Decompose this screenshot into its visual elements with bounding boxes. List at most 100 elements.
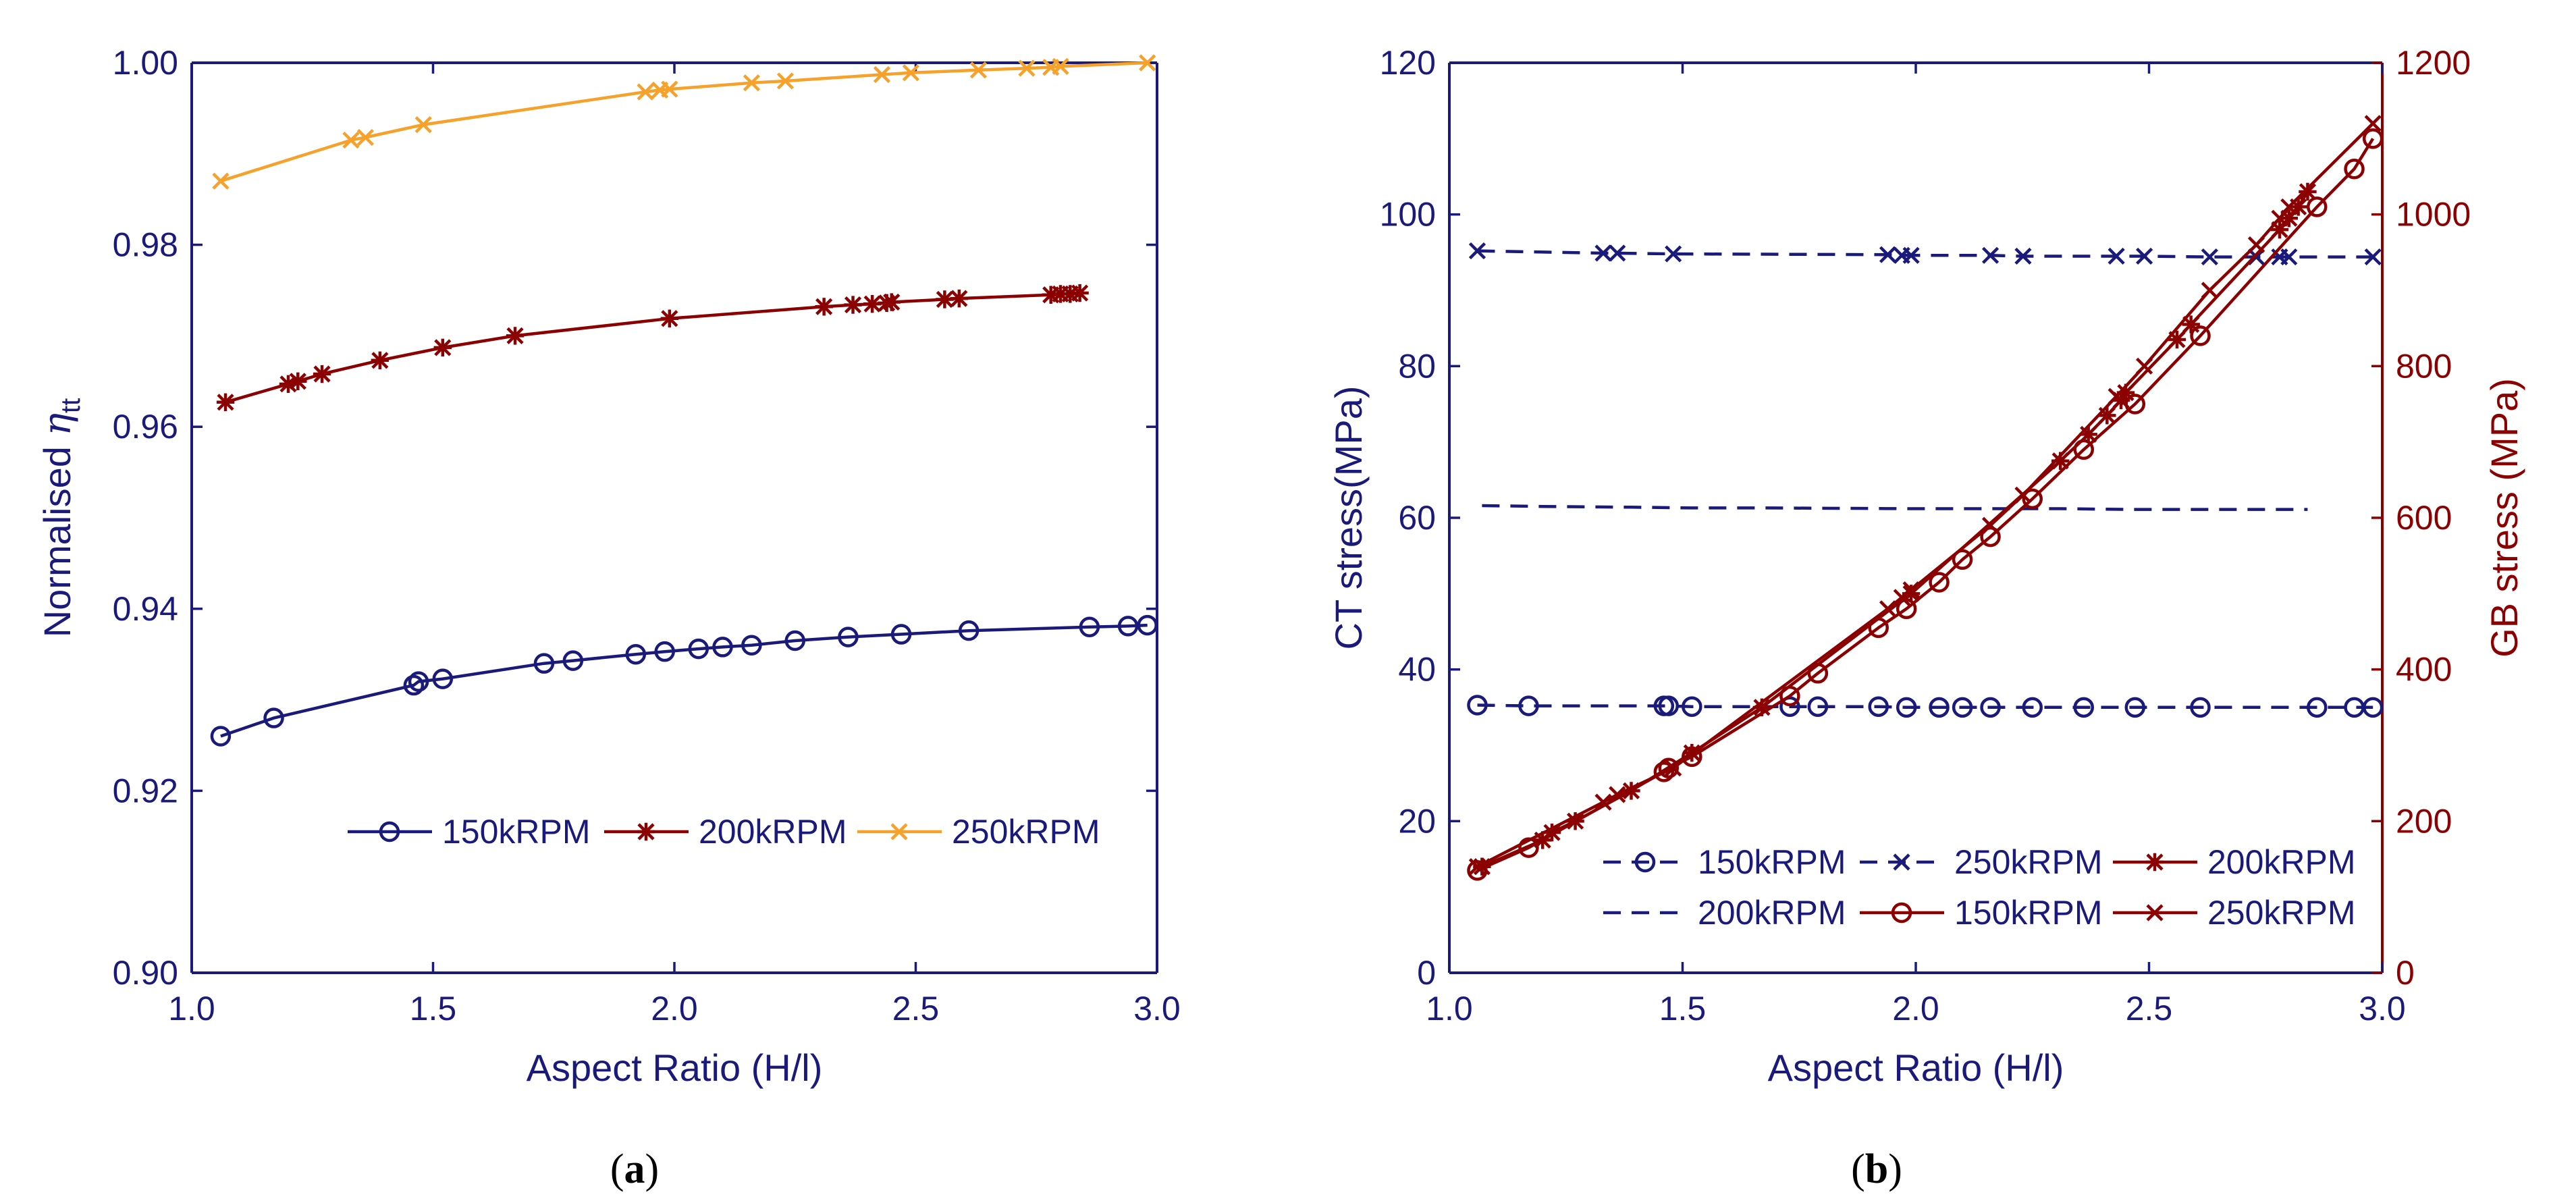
data-point xyxy=(2299,182,2317,201)
data-point xyxy=(1468,242,1486,260)
panel-label-b: (b) xyxy=(1851,1146,1902,1192)
data-point xyxy=(1929,697,1950,718)
series-150krpm-left xyxy=(1467,695,2384,718)
data-point xyxy=(432,668,454,689)
data-point xyxy=(950,289,969,308)
legend-label: 150kRPM xyxy=(1954,894,2103,932)
data-point xyxy=(2270,220,2289,239)
y-tick-label: 0.92 xyxy=(113,772,178,809)
data-point xyxy=(2135,357,2153,375)
data-point xyxy=(1566,812,1584,830)
legend-item: 150kRPM xyxy=(1603,843,1846,881)
data-point xyxy=(1952,549,1973,570)
data-point xyxy=(279,375,298,394)
y-tick-label: 0.90 xyxy=(113,954,178,992)
series-200krpm-left xyxy=(1482,504,2308,511)
series-150krpm xyxy=(210,614,1158,747)
data-point xyxy=(688,638,709,660)
data-point xyxy=(1665,245,1682,263)
data-point xyxy=(2182,315,2200,333)
data-point xyxy=(2289,198,2307,216)
data-point xyxy=(1980,526,2001,547)
data-point xyxy=(637,83,654,101)
data-point xyxy=(408,671,429,692)
x-axis-label: Aspect Ratio (H/l) xyxy=(1768,1046,2064,1089)
series-line-250krpm-left xyxy=(1477,249,2373,259)
y-tick-label: 80 xyxy=(1398,347,1436,385)
y-tick-label: 1.00 xyxy=(113,44,178,82)
series-line-150krpm-left xyxy=(1477,703,2373,710)
data-point xyxy=(2307,697,2328,718)
data-point xyxy=(1534,831,1552,849)
legend-label: 250kRPM xyxy=(2207,894,2356,932)
legend-label: 250kRPM xyxy=(1954,843,2103,881)
data-point xyxy=(2307,196,2328,217)
data-point xyxy=(1609,244,1626,262)
data-point xyxy=(1752,698,1771,717)
data-point xyxy=(1052,57,1069,75)
data-point xyxy=(2108,387,2125,405)
data-point xyxy=(1061,285,1079,303)
y-right-tick-label: 800 xyxy=(2396,347,2452,385)
data-point xyxy=(2022,488,2043,510)
data-point xyxy=(1051,285,1070,303)
data-point xyxy=(1952,697,1973,718)
data-point xyxy=(2364,248,2382,266)
data-point xyxy=(371,351,390,369)
chart-panel-b: 1.0 1.5 2.0 2.5 3.00204060801001200200400600… xyxy=(1327,44,2525,1089)
legend-item: 250kRPM xyxy=(857,813,1100,851)
x-tick-label: 3.0 xyxy=(2359,990,2406,1027)
legend-label: 150kRPM xyxy=(442,813,591,851)
series-250krpm-left xyxy=(1468,242,2382,266)
x-tick-label: 2.5 xyxy=(2126,990,2173,1027)
data-point xyxy=(2201,282,2218,299)
data-point xyxy=(2014,486,2032,504)
data-point xyxy=(1868,696,1889,717)
legend-marker xyxy=(379,821,400,843)
data-point xyxy=(902,64,919,82)
data-point xyxy=(815,298,833,316)
y-axis-label-text: Normalised xyxy=(36,436,78,638)
data-point xyxy=(1594,244,1612,262)
data-point xyxy=(212,172,230,190)
data-point xyxy=(661,80,678,98)
series-line-200krpm-right xyxy=(1481,190,2309,868)
data-point xyxy=(882,293,901,311)
series-line-250krpm xyxy=(220,61,1148,183)
series-150krpm-right xyxy=(1467,128,2384,881)
data-point xyxy=(2073,697,2095,718)
data-point xyxy=(2116,383,2135,402)
legend-marker xyxy=(1893,853,1910,871)
data-point xyxy=(414,116,432,134)
data-point xyxy=(1467,695,1488,716)
series-line-150krpm xyxy=(220,623,1148,738)
y-axis-label: Normalised ηtt xyxy=(36,398,86,638)
data-point xyxy=(1609,786,1626,803)
y-right-tick-label: 0 xyxy=(2396,954,2415,992)
data-point xyxy=(1807,696,1829,717)
y-axis-label: CT stress(MPa) xyxy=(1327,386,1370,650)
data-point xyxy=(1879,600,1897,618)
legend-item: 200kRPM xyxy=(2113,843,2356,881)
x-tick-label: 2.0 xyxy=(1892,990,1939,1027)
legend-marker xyxy=(890,823,908,840)
data-point xyxy=(660,309,679,327)
legend-item: 200kRPM xyxy=(604,813,847,851)
x-axis-label: Aspect Ratio (H/l) xyxy=(527,1046,823,1089)
panel-label-a: (a) xyxy=(610,1146,659,1192)
data-point xyxy=(654,641,675,662)
legend-label: 150kRPM xyxy=(1698,843,1846,881)
data-point xyxy=(356,128,374,146)
data-point xyxy=(969,61,988,79)
data-point xyxy=(289,372,307,390)
data-point xyxy=(2124,697,2146,718)
y-tick-label: 0.98 xyxy=(113,226,178,264)
data-point xyxy=(216,393,235,412)
data-point xyxy=(2364,115,2382,132)
series-line-200krpm-left xyxy=(1482,504,2308,511)
data-point xyxy=(2079,425,2097,444)
y-right-tick-label: 1000 xyxy=(2396,196,2471,234)
data-point xyxy=(1902,585,1921,603)
data-point xyxy=(1018,59,1036,77)
